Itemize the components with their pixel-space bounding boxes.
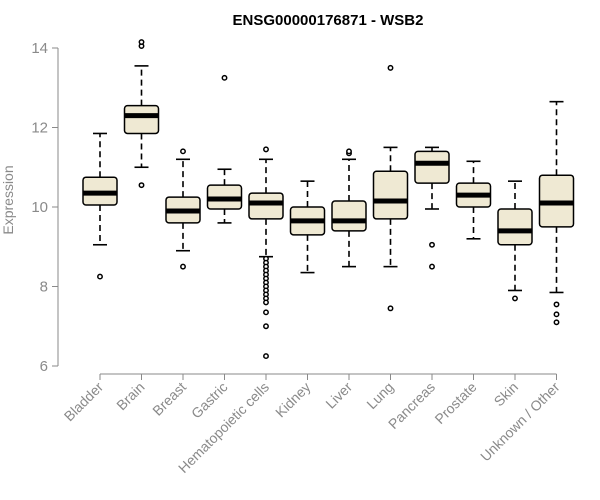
x-tick-label: Bladder [61,379,107,425]
chart-title: ENSG00000176871 - WSB2 [233,12,424,29]
outlier-point [512,295,518,302]
iqr-box [248,192,284,220]
box-group [538,100,575,326]
iqr-box [372,170,409,220]
y-tick-label: 14 [31,40,48,57]
x-tick-label: Breast [149,379,189,419]
box-group [455,160,492,240]
outlier-point [97,273,103,280]
y-tick-label: 8 [40,279,48,296]
box-group [165,148,201,270]
iqr-box [414,150,450,184]
outlier-point [138,39,145,45]
box-group [372,64,409,312]
y-axis-label: Expression [0,165,16,234]
iqr-box [331,200,367,232]
x-tick-label: Kidney [272,379,314,421]
iqr-box [497,208,533,246]
box-group [289,180,326,274]
x-tick-label: Lung [363,379,396,412]
outlier-point [387,64,394,71]
outlier-point [180,263,186,270]
iqr-box [123,104,160,135]
y-tick-label: 6 [40,358,48,375]
box-group [414,146,450,270]
outlier-point [263,323,269,330]
outlier-point [263,309,269,316]
x-tick-label: Unknown / Other [477,379,563,465]
x-tick-label: Liver [322,379,355,412]
outlier-point [263,353,269,360]
box-group [206,74,243,224]
y-tick-label: 12 [31,120,48,137]
outlier-point [387,305,394,312]
outlier-point [221,74,228,81]
outlier-point [263,146,269,153]
outlier-point [429,263,435,270]
outlier-point [180,148,186,155]
x-tick-label: Prostate [431,379,479,427]
outlier-point [138,182,145,189]
x-tick-label: Brain [113,379,147,413]
x-tick-label: Skin [491,379,522,410]
box-group [82,132,118,280]
outlier-point [553,301,560,308]
box-group [123,39,160,189]
box-series [82,39,575,360]
outlier-point [263,299,269,306]
box-group [331,148,367,268]
y-tick-label: 10 [31,199,48,216]
outlier-point [346,148,352,155]
y-axis: 6 8 10 12 14 [31,40,59,375]
box-group [497,180,533,302]
outlier-point [553,319,560,326]
outlier-point [553,311,560,318]
box-group [248,146,284,360]
outlier-point [429,241,435,248]
